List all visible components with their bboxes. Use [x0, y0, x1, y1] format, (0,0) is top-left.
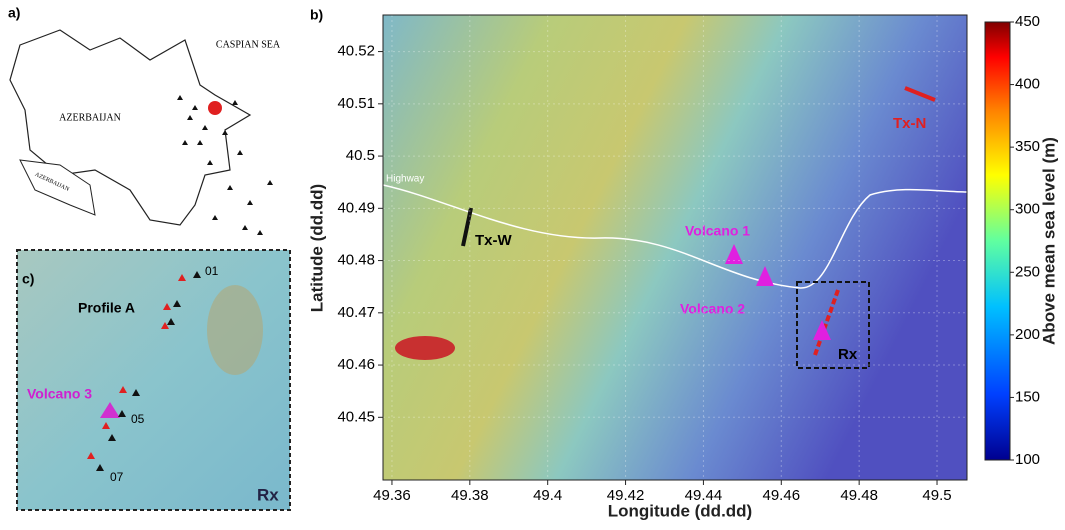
colorbar-tick-label: 250	[1015, 263, 1040, 280]
country-label: AZERBAIJAN	[59, 112, 121, 123]
x-tick-label: 49.38	[451, 487, 489, 504]
y-tick-label: 40.47	[337, 304, 375, 321]
panel-b: b) Highway Tx-W Volcano 1 Volcano 2 Rx T…	[307, 7, 1058, 521]
x-tick-label: 49.5	[922, 487, 951, 504]
station-label: 05	[131, 412, 145, 426]
colorbar-tick-label: 150	[1015, 388, 1040, 405]
y-tick-label: 40.46	[337, 356, 375, 373]
annotation: Tx-W	[475, 232, 513, 249]
colorbar-tick-label: 300	[1015, 201, 1040, 218]
panel-a: a) CASPIAN SEA AZERBAIJAN AZERBAIJAN	[8, 5, 281, 235]
y-tick-label: 40.49	[337, 199, 375, 216]
station-label: 01	[205, 264, 219, 278]
colorbar	[985, 22, 1010, 460]
study-area	[208, 101, 222, 115]
annotation: Rx	[838, 346, 858, 363]
annotation: Volcano 2	[680, 301, 745, 317]
inset-map	[17, 250, 290, 510]
x-tick-label: 49.4	[533, 487, 562, 504]
rx-label: Rx	[257, 485, 279, 504]
colorbar-label: Above mean sea level (m)	[1039, 137, 1058, 345]
y-tick-label: 40.52	[337, 43, 375, 60]
colorbar-tick-label: 350	[1015, 138, 1040, 155]
x-tick-label: 49.42	[607, 487, 645, 504]
country-outline	[10, 30, 250, 225]
panel-label: b)	[310, 7, 323, 23]
x-tick-label: 49.48	[840, 487, 878, 504]
x-tick-label: 49.36	[373, 487, 411, 504]
colorbar-tick-label: 400	[1015, 76, 1040, 93]
x-axis-label: Longitude (dd.dd)	[608, 501, 752, 520]
volcano-label: Volcano 3	[27, 386, 92, 402]
colorbar-tick-label: 200	[1015, 326, 1040, 343]
profile-label: Profile A	[78, 300, 135, 316]
elevation-map	[383, 15, 967, 480]
y-axis-label: Latitude (dd.dd)	[307, 184, 326, 312]
y-tick-label: 40.48	[337, 252, 375, 269]
sea-label: CASPIAN SEA	[216, 39, 281, 50]
y-tick-label: 40.45	[337, 408, 375, 425]
colorbar-tick-label: 450	[1015, 13, 1040, 30]
station-label: 07	[110, 470, 124, 484]
x-tick-label: 49.44	[685, 487, 723, 504]
panel-label: a)	[8, 5, 20, 21]
y-tick-label: 40.51	[337, 95, 375, 112]
panel-label: c)	[22, 271, 34, 287]
y-tick-label: 40.5	[346, 147, 375, 164]
relief	[207, 285, 263, 375]
relief	[395, 336, 455, 360]
x-tick-label: 49.46	[763, 487, 801, 504]
panel-c: c) 01 Profile A Volcano 3 05 07 Rx	[17, 250, 290, 510]
annotation: Tx-N	[893, 115, 926, 132]
colorbar-tick-label: 100	[1015, 451, 1040, 468]
figure: a) CASPIAN SEA AZERBAIJAN AZERBAIJAN c) …	[0, 0, 1065, 525]
annotation: Volcano 1	[685, 223, 750, 239]
